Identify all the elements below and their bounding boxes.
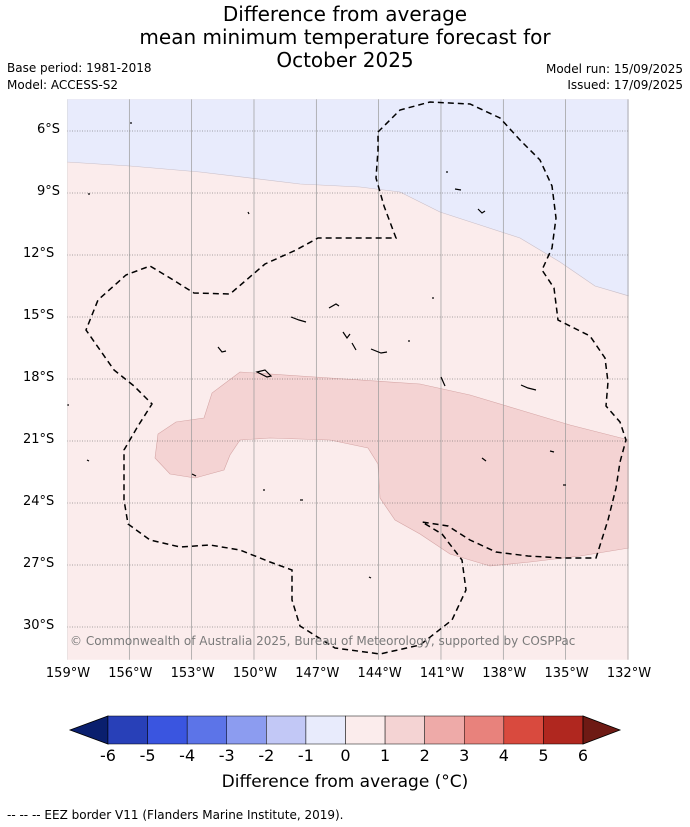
lat-label: 12°S <box>23 246 55 261</box>
island <box>477 208 486 214</box>
model-name: Model: ACCESS-S2 <box>7 78 119 92</box>
lon-label: 141°W <box>419 666 465 681</box>
island <box>549 450 555 453</box>
colorbar-segment <box>305 715 346 745</box>
lat-label: 6°S <box>37 122 61 137</box>
colorbar-tick-label: 6 <box>577 746 589 765</box>
colorbar-tick-label: 5 <box>538 746 549 765</box>
copyright-notice: © Commonwealth of Australia 2025, Bureau… <box>70 634 576 648</box>
colorbar-segment <box>147 715 188 745</box>
island <box>342 331 351 340</box>
colorbar-segment <box>186 715 228 745</box>
island <box>290 316 307 323</box>
lat-label: 24°S <box>23 494 55 509</box>
colorbar-title: Difference from average (°C) <box>221 772 469 792</box>
island <box>328 303 340 309</box>
island <box>368 576 372 579</box>
lat-label: 9°S <box>37 184 61 199</box>
colorbar <box>68 715 622 745</box>
colorbar-tick-label: 4 <box>498 746 509 765</box>
islands <box>67 122 566 579</box>
island <box>86 459 90 462</box>
colorbar-segment <box>266 715 307 745</box>
lat-label: 21°S <box>23 432 55 447</box>
island <box>440 376 446 387</box>
colorbar-tick-label: -1 <box>297 746 314 765</box>
lon-label: 156°W <box>108 666 153 681</box>
lon-label: 147°W <box>295 666 340 681</box>
colorbar-tick-label: -4 <box>179 746 196 765</box>
lon-label: 159°W <box>45 666 91 681</box>
colorbar-segment <box>107 715 148 745</box>
title-line-1: Difference from average <box>222 2 468 26</box>
footnote: -- -- -- EEZ border V11 (Flanders Marine… <box>7 808 344 822</box>
issued-date: Issued: 17/09/2025 <box>567 78 683 92</box>
lon-label: 150°W <box>232 666 278 681</box>
colorbar-segment <box>543 715 584 745</box>
colorbar-tick-label: -3 <box>218 746 235 765</box>
title-line-3: October 2025 <box>276 48 414 72</box>
lat-label: 30°S <box>23 618 55 633</box>
island <box>217 346 227 353</box>
colorbar-tick-label: -2 <box>258 746 275 765</box>
lon-label: 144°W <box>357 666 402 681</box>
region-minus1-to-0 <box>67 99 629 297</box>
colorbar-extend-low <box>68 715 109 745</box>
map-area <box>67 99 629 660</box>
colorbar-segment <box>384 715 425 745</box>
lat-label: 27°S <box>23 556 55 571</box>
model-run: Model run: 15/09/2025 <box>545 62 683 76</box>
colorbar-extend-high <box>582 715 622 745</box>
island <box>255 369 273 378</box>
colorbar-segment <box>345 715 386 745</box>
island <box>191 473 197 477</box>
colorbar-segment <box>503 715 544 745</box>
lon-label: 135°W <box>544 666 589 681</box>
colorbar-tick-label: -6 <box>100 746 116 765</box>
colorbar-segment <box>226 715 267 745</box>
colorbar-tick-label: 1 <box>379 746 391 765</box>
eez-border <box>85 101 627 655</box>
lon-label: 132°W <box>606 666 652 681</box>
title-line-2: mean minimum temperature forecast for <box>139 25 551 49</box>
colorbar-segment <box>424 715 465 745</box>
lat-label: 15°S <box>23 308 55 323</box>
island <box>454 188 462 191</box>
lon-label: 138°W <box>482 666 527 681</box>
gridlines <box>67 99 629 660</box>
island <box>481 457 487 462</box>
colorbar-segment <box>464 715 505 745</box>
lon-label: 153°W <box>170 666 215 681</box>
colorbar-tick-label: 3 <box>459 746 470 765</box>
colorbar-tick-label: 2 <box>419 746 430 765</box>
base-period: Base period: 1981-2018 <box>7 61 152 75</box>
island <box>370 348 388 354</box>
lat-label: 18°S <box>23 370 55 385</box>
colorbar-tick-label: 0 <box>340 746 351 765</box>
island <box>351 342 357 351</box>
island <box>247 211 250 215</box>
colorbar-tick-label: -5 <box>139 746 156 765</box>
island <box>520 384 537 391</box>
